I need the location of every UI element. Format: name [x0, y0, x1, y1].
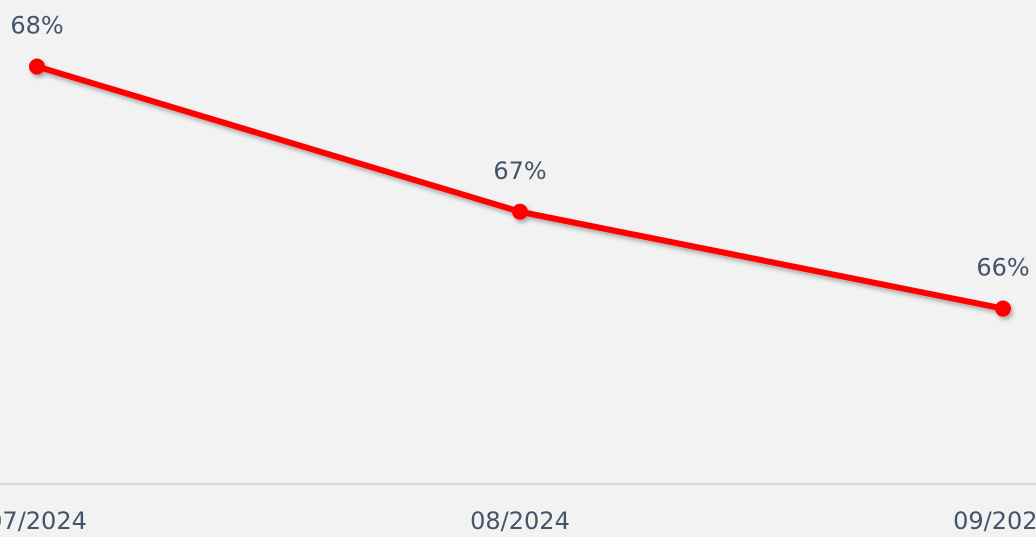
- x-tick-label: 07/2024: [0, 507, 87, 535]
- data-label: 66%: [976, 254, 1029, 282]
- point: [995, 300, 1011, 317]
- point: [29, 58, 45, 75]
- x-tick-label: 08/2024: [470, 507, 570, 535]
- x-tick-label: 09/2024: [953, 507, 1036, 535]
- data-label: 67%: [493, 157, 546, 185]
- data-label: 68%: [10, 12, 63, 40]
- series: [29, 58, 1011, 317]
- point: [512, 203, 528, 220]
